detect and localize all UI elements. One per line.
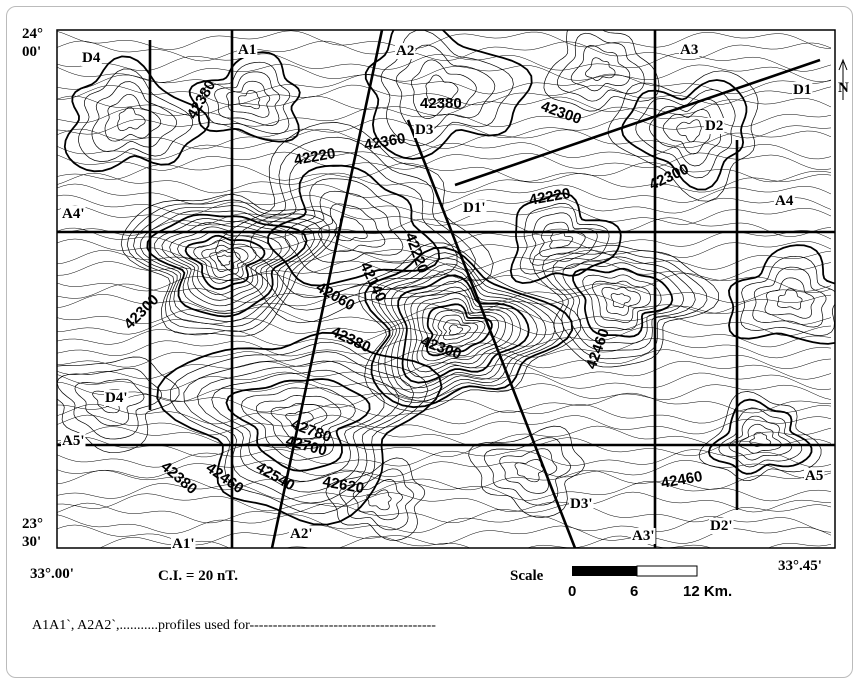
contour-label: 42220 [528,185,572,209]
profile-label: A1' [172,536,195,552]
contour-label: 42300 [647,161,692,194]
contour [57,162,831,182]
scale-tick: 12 Km. [683,583,732,600]
contour-label: 42380 [184,77,220,122]
caption: A1A1`, A2A2`,...........profiles used fo… [32,618,436,634]
contour [127,200,329,332]
contour [118,107,146,130]
north-label: N [838,80,849,96]
contour-label: 42460 [583,326,613,371]
contour [57,31,831,50]
scale-tick: 6 [630,583,638,600]
scale-tick: 0 [568,583,576,600]
contour [469,426,585,517]
contour [178,231,273,295]
contour [719,408,802,467]
contour [57,41,831,61]
contour [449,325,463,335]
contour [105,94,161,141]
contour [540,222,586,257]
contour-label: 42300 [121,291,163,333]
profile-label: A5' [62,433,85,449]
contour [57,74,831,94]
profile-label: D1 [793,82,811,98]
contour [753,267,826,327]
contour-interval: C.I. = 20 nT. [158,568,238,584]
contour [602,287,641,315]
lon-label: 33°.00' [30,566,74,582]
profile-label: D2 [705,118,723,134]
profile-label: A4 [775,193,794,209]
contour [765,278,814,319]
profile-label: D2' [710,518,733,534]
contour-label: 42460 [660,468,704,492]
lat-label: 30' [22,534,41,550]
contour [699,391,821,480]
profile-label: A4' [62,206,85,222]
contour [611,294,630,308]
contour [777,289,802,310]
lon-label: 33°.45' [778,558,822,574]
contour [729,416,792,460]
contour [57,481,831,501]
lat-label: 23° [22,516,43,532]
contour [511,194,621,284]
profile-label: A3' [632,528,655,544]
contour [202,245,248,277]
lat-label: 00' [22,44,41,60]
contour-label: 42360 [363,130,407,154]
profile-label: D4' [105,390,128,406]
contour [217,255,232,266]
contour-label: 42300 [539,98,584,128]
contour [57,283,831,303]
contour [318,204,385,252]
contour-label: 42380 [328,323,373,356]
profile-label: D3 [415,122,433,138]
contour [677,120,702,142]
contour [365,248,572,408]
scale-title: Scale [510,568,544,584]
lat-label: 24° [22,26,43,42]
contour [739,424,781,453]
profile-label: D1' [463,200,486,216]
scale-bar [572,566,697,576]
profile-label: A2 [396,43,414,59]
profile-label: A1 [238,42,256,58]
contour [543,251,708,359]
profile-label: A5 [805,468,823,484]
contour [57,404,831,424]
profile-label: A2' [290,526,313,542]
contour [57,492,831,512]
contour [326,458,425,541]
contour [585,58,615,81]
contour [500,449,557,494]
profile-label: D3' [570,496,593,512]
map: 24° 00' 23° 30' 33°.00' 33°.45' C.I. = 20 nT. S… [0,0,861,610]
contour-label: 42380 [420,95,462,112]
profile-label: D4 [82,50,101,66]
profile-label: A3 [680,42,698,58]
contour [557,33,644,101]
contour [57,437,831,457]
